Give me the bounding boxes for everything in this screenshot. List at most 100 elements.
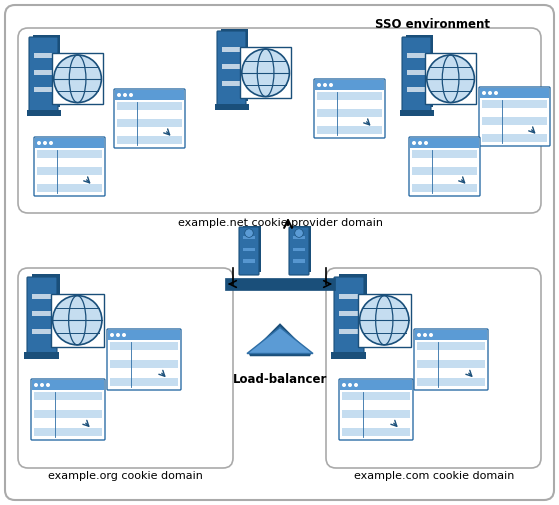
Bar [292, 226, 311, 272]
Bar [317, 100, 382, 108]
FancyBboxPatch shape [5, 5, 554, 500]
FancyBboxPatch shape [107, 329, 181, 390]
FancyBboxPatch shape [339, 379, 413, 440]
Bar [339, 275, 367, 348]
Bar [222, 47, 240, 53]
Bar [117, 128, 182, 135]
Circle shape [40, 383, 44, 387]
Bar [342, 428, 410, 436]
Bar [37, 176, 102, 183]
Bar [32, 329, 51, 334]
Bar [37, 159, 102, 166]
Circle shape [412, 141, 416, 145]
Circle shape [295, 229, 303, 237]
Circle shape [423, 333, 427, 337]
Bar [412, 184, 477, 192]
Bar [32, 380, 104, 390]
Circle shape [488, 91, 492, 95]
Bar [37, 184, 102, 192]
Bar [331, 352, 367, 359]
FancyBboxPatch shape [402, 37, 431, 111]
Circle shape [354, 383, 358, 387]
FancyBboxPatch shape [34, 137, 105, 196]
Bar [51, 294, 103, 346]
Bar [412, 176, 477, 183]
Bar [110, 360, 178, 368]
Bar [215, 104, 249, 110]
Bar [35, 138, 104, 148]
Text: Load-balancer: Load-balancer [233, 373, 327, 386]
Bar [243, 260, 255, 263]
Bar [34, 54, 52, 58]
FancyBboxPatch shape [314, 79, 385, 138]
Bar [406, 35, 433, 107]
Bar [32, 294, 51, 299]
Bar [110, 378, 178, 386]
Circle shape [342, 383, 346, 387]
Circle shape [46, 383, 50, 387]
FancyBboxPatch shape [114, 89, 185, 148]
Bar [34, 87, 52, 92]
Bar [34, 392, 102, 400]
Circle shape [122, 333, 126, 337]
Polygon shape [250, 325, 310, 355]
Bar [358, 294, 411, 346]
Bar [317, 118, 382, 125]
Bar [243, 247, 255, 251]
Bar [292, 260, 305, 263]
Bar [480, 88, 549, 98]
Text: example.net cookie provider domain: example.net cookie provider domain [178, 218, 382, 228]
Bar [340, 380, 412, 390]
Circle shape [359, 295, 409, 345]
Bar [52, 54, 103, 105]
Circle shape [482, 91, 486, 95]
Circle shape [53, 295, 102, 345]
Circle shape [323, 83, 327, 87]
Circle shape [110, 333, 114, 337]
FancyBboxPatch shape [18, 28, 541, 213]
Circle shape [49, 141, 53, 145]
Bar [342, 401, 410, 409]
Circle shape [418, 141, 422, 145]
Polygon shape [247, 327, 313, 354]
Circle shape [348, 383, 352, 387]
Bar [110, 342, 178, 350]
Circle shape [494, 91, 498, 95]
Bar [222, 64, 240, 69]
Circle shape [117, 93, 121, 97]
FancyBboxPatch shape [414, 329, 488, 390]
Bar [117, 102, 182, 110]
FancyBboxPatch shape [326, 268, 541, 468]
Bar [34, 410, 102, 418]
Bar [339, 312, 358, 317]
Bar [482, 126, 547, 133]
Circle shape [116, 333, 120, 337]
Bar [317, 92, 382, 99]
Bar [417, 360, 485, 368]
Bar [117, 136, 182, 144]
Bar [243, 236, 255, 239]
Circle shape [129, 93, 133, 97]
Circle shape [424, 141, 428, 145]
Bar [292, 247, 305, 251]
Bar [25, 352, 59, 359]
Bar [221, 29, 248, 100]
Bar [27, 110, 60, 116]
Bar [408, 87, 425, 92]
Bar [292, 236, 305, 239]
Bar [482, 109, 547, 116]
Bar [417, 369, 485, 377]
Text: example.com cookie domain: example.com cookie domain [354, 471, 514, 481]
Bar [52, 54, 103, 105]
FancyBboxPatch shape [479, 87, 550, 146]
FancyBboxPatch shape [29, 37, 58, 111]
Bar [117, 119, 182, 127]
Bar [339, 329, 358, 334]
Bar [317, 126, 382, 134]
Bar [240, 47, 291, 98]
Bar [342, 392, 410, 400]
Bar [412, 159, 477, 166]
Bar [415, 330, 487, 340]
Bar [240, 47, 291, 98]
Bar [110, 351, 178, 359]
